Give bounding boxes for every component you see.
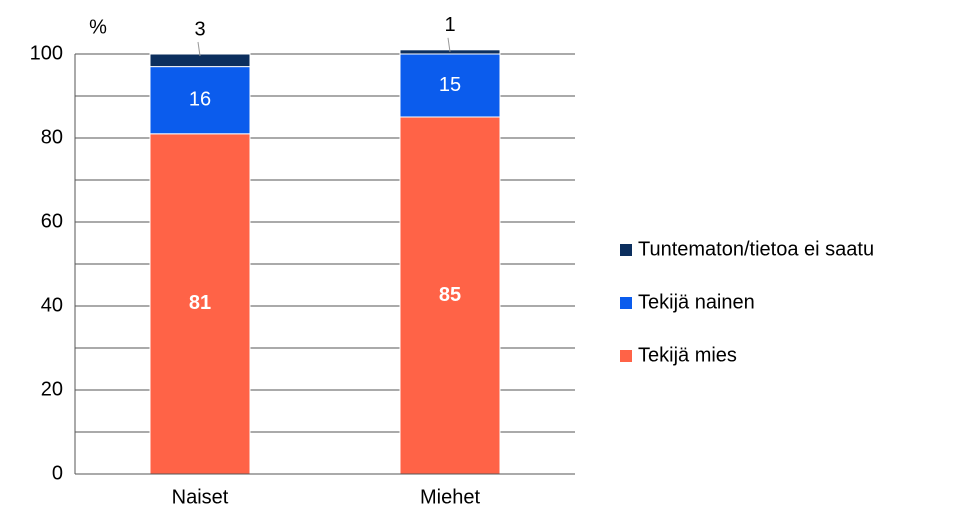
data-label: 3 (194, 18, 205, 40)
y-axis-label: % (89, 16, 107, 38)
data-label: 15 (439, 74, 461, 96)
y-tick-label: 80 (41, 126, 63, 148)
data-label: 1 (444, 14, 455, 36)
y-tick-label: 0 (52, 462, 63, 484)
legend-label: Tekijä mies (638, 344, 737, 366)
legend-swatch (620, 244, 632, 256)
y-tick-label: 60 (41, 210, 63, 232)
legend-label: Tuntematon/tietoa ei saatu (638, 238, 874, 260)
legend-swatch (620, 350, 632, 362)
y-tick-label: 40 (41, 294, 63, 316)
data-label: 85 (439, 284, 461, 306)
bar-segment (399, 53, 501, 118)
y-tick-label: 20 (41, 378, 63, 400)
leader-line (447, 37, 451, 52)
data-label: 16 (189, 88, 211, 110)
legend-swatch (620, 297, 632, 309)
legend-label: Tekijä nainen (638, 291, 755, 313)
leader-line (197, 41, 201, 57)
x-tick-label: Miehet (420, 486, 480, 508)
x-tick-label: Naiset (172, 486, 229, 508)
bar-segment (149, 133, 251, 475)
data-label: 81 (189, 292, 211, 314)
y-tick-label: 100 (30, 42, 63, 64)
